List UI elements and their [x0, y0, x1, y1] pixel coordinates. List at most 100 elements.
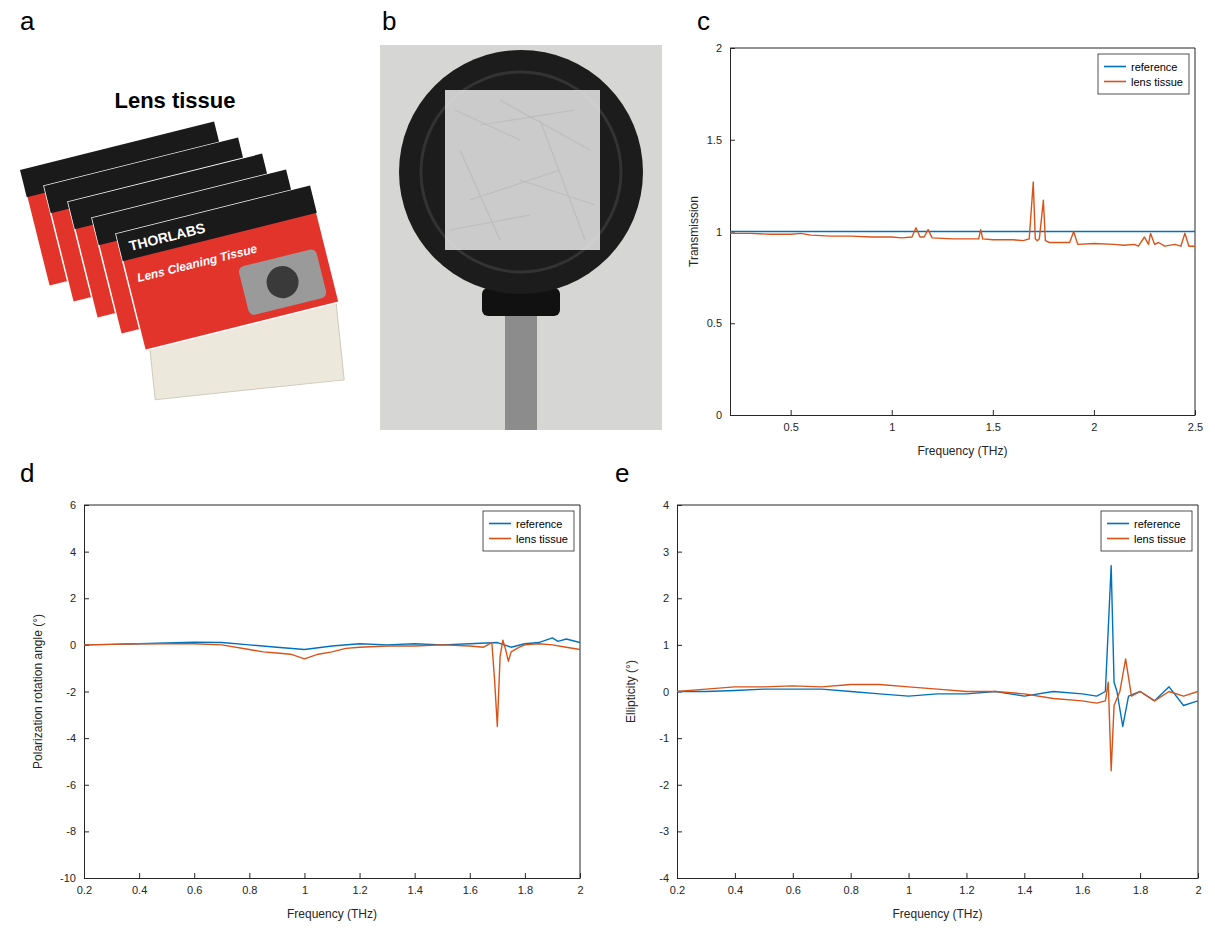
legend: reference lens tissue	[483, 511, 574, 551]
y-tick-label: 0	[663, 686, 669, 698]
x-tick-mark	[793, 873, 794, 878]
legend-swatch	[1107, 538, 1129, 540]
x-axis-line	[85, 878, 581, 879]
y-tick: 3	[663, 546, 682, 558]
y-tick-label: 4	[663, 499, 669, 511]
legend: reference lens tissue	[1098, 54, 1189, 94]
y-tick: 0.5	[707, 317, 735, 329]
panel-letter: d	[20, 458, 34, 488]
x-tick-label: 0.4	[132, 884, 147, 896]
x-tick-mark	[249, 873, 250, 878]
x-axis: 0.2 0.4 0.6 0.8 1 1.2 1.4 1.6 1.8 2	[77, 873, 584, 896]
y-tick-mark	[677, 598, 682, 599]
y-tick-mark	[730, 415, 735, 416]
legend-label: lens tissue	[516, 533, 568, 545]
legend: reference lens tissue	[1101, 511, 1192, 551]
y-tick: -2	[659, 779, 682, 791]
x-tick-label: 1.8	[1133, 884, 1148, 896]
legend-label: lens tissue	[1134, 533, 1186, 545]
y-tick-mark	[84, 505, 89, 506]
chart-panel: 0.20.40.60.811.21.41.61.82-10-8-6-4-2024…	[20, 458, 584, 921]
y-tick: 2	[716, 42, 735, 54]
x-tick-mark	[1024, 873, 1025, 878]
x-tick-label: 1	[302, 884, 308, 896]
x-tick-label: 0.8	[242, 884, 257, 896]
x-tick-mark	[909, 873, 910, 878]
figure: aLens tissueTHORLABSLens Cleaning Tissue…	[0, 0, 1215, 930]
legend-label: reference	[1131, 61, 1177, 73]
tissue-fiber	[470, 170, 560, 200]
frame-top	[730, 48, 1195, 49]
tissue-fiber	[520, 180, 595, 205]
x-tick-mark	[1198, 873, 1199, 878]
x-tick-mark	[993, 410, 994, 415]
y-tick: 2	[70, 592, 89, 604]
y-tick-label: -4	[66, 732, 76, 744]
x-axis-title: Frequency (THz)	[917, 444, 1007, 458]
y-tick: 6	[70, 499, 89, 511]
x-tick: 0.8	[844, 873, 859, 896]
y-tick-mark	[84, 598, 89, 599]
y-tick-mark	[730, 323, 735, 324]
x-tick-label: 1.2	[352, 884, 367, 896]
y-tick-label: -3	[659, 825, 669, 837]
legend-swatch	[1104, 81, 1126, 83]
y-tick-label: 1	[716, 226, 722, 238]
legend-label: reference	[516, 518, 562, 530]
x-tick-label: 0.6	[786, 884, 801, 896]
tissue-fiber	[460, 150, 500, 240]
packet-text: Lens Cleaning Tissue	[136, 241, 259, 284]
legend-item: lens tissue	[1104, 76, 1183, 88]
x-tick: 1	[302, 873, 308, 896]
tissue-square	[445, 90, 600, 250]
post	[505, 300, 537, 430]
lens-mount-ring	[421, 72, 621, 272]
x-tick-mark	[851, 873, 852, 878]
y-tick: -3	[659, 825, 682, 837]
x-axis: 0.20.40.60.811.21.41.61.82	[670, 873, 1202, 896]
legend-swatch	[489, 538, 511, 540]
legend-swatch	[1104, 66, 1126, 68]
illustration-title: Lens tissue	[114, 88, 235, 113]
y-tick-label: 1.5	[707, 134, 722, 146]
x-tick-label: 1.4	[408, 884, 423, 896]
x-tick-label: 0.6	[187, 884, 202, 896]
frame-top	[84, 505, 580, 506]
x-tick-label: 0.2	[77, 884, 92, 896]
frame-top	[677, 505, 1198, 506]
chart-panel: 0.511.522.500.511.52Frequency (THz)Trans…	[687, 6, 1203, 458]
x-tick-label: 1.5	[986, 421, 1001, 433]
y-tick: 1	[663, 639, 682, 651]
x-tick: 0.4	[132, 873, 147, 896]
legend-box	[483, 511, 574, 551]
y-tick-mark	[677, 505, 682, 506]
x-tick-mark	[415, 873, 416, 878]
x-tick-label: 0.8	[844, 884, 859, 896]
x-tick: 1.6	[463, 873, 478, 896]
y-tick-mark	[84, 738, 89, 739]
y-tick-label: -8	[66, 825, 76, 837]
x-tick: 0.8	[242, 873, 257, 896]
packet-picture	[238, 248, 328, 316]
x-tick: 1.6	[1075, 873, 1090, 896]
panel-letter: b	[382, 6, 396, 36]
legend-item: reference	[1107, 518, 1180, 530]
x-tick-label: 1.8	[518, 884, 533, 896]
y-tick: 4	[70, 546, 89, 558]
y-tick: -4	[659, 872, 682, 884]
y-tick-mark	[730, 140, 735, 141]
series-line	[84, 640, 580, 726]
x-tick-mark	[735, 873, 736, 878]
x-tick-label: 1.6	[1075, 884, 1090, 896]
x-tick: 2	[1195, 873, 1201, 896]
legend-box	[1101, 511, 1192, 551]
y-tick-mark	[84, 552, 89, 553]
y-tick-mark	[677, 831, 682, 832]
y-tick: 0	[716, 409, 735, 421]
tissue-fiber	[500, 100, 590, 150]
x-tick: 1.8	[1133, 873, 1148, 896]
x-tick: 0.5	[784, 410, 799, 433]
x-tick-label: 2	[577, 884, 583, 896]
plot-area	[84, 638, 580, 727]
tissue-packets: THORLABSLens Cleaning Tissue	[20, 122, 344, 400]
